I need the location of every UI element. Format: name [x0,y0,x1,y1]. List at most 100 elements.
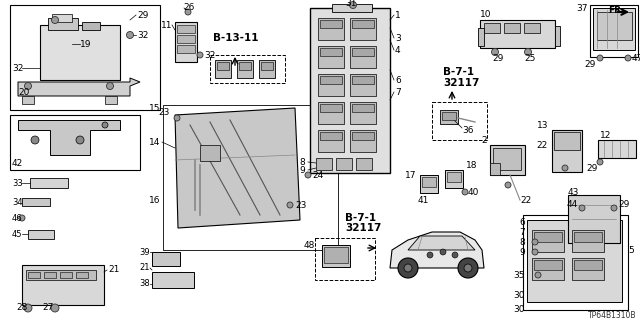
Text: 11: 11 [161,20,172,29]
Text: 42: 42 [12,158,23,167]
Bar [534,232,562,242]
Circle shape [452,252,458,258]
Bar [493,148,521,170]
Bar [320,76,342,84]
Bar [490,163,500,175]
Bar [552,130,582,172]
Bar [350,18,376,40]
Text: 32117: 32117 [443,78,479,88]
Bar [210,55,285,83]
Bar [574,260,602,270]
Bar [163,105,338,250]
Bar [572,258,604,280]
Bar [350,74,376,96]
Bar [177,45,195,53]
Text: 38: 38 [140,279,150,289]
Bar [555,26,560,46]
Bar [350,102,376,124]
Text: 37: 37 [577,4,588,12]
Text: 8: 8 [519,237,525,246]
Text: 4: 4 [395,45,401,54]
Bar [324,247,348,263]
Circle shape [174,115,180,121]
Bar [44,272,56,278]
Text: 46: 46 [12,213,22,222]
Circle shape [19,215,25,221]
Bar [28,230,54,239]
Bar [10,115,140,170]
Bar [316,158,332,170]
Text: 10: 10 [480,10,492,19]
Text: 33: 33 [12,179,23,188]
Text: 7: 7 [519,228,525,236]
Text: 32: 32 [137,30,148,39]
Bar [259,60,275,78]
Bar [352,104,374,112]
Circle shape [427,252,433,258]
Bar [22,96,34,104]
Text: 24: 24 [312,171,323,180]
Bar [48,18,78,30]
Bar [217,62,229,70]
Bar [478,28,484,46]
Circle shape [532,239,538,245]
Circle shape [532,249,538,255]
Bar [152,252,180,266]
Text: 48: 48 [303,241,315,250]
Bar [60,272,72,278]
Bar [484,23,500,33]
Bar [10,5,160,110]
Text: 30: 30 [513,306,525,315]
Text: 28: 28 [16,303,28,313]
Bar [26,270,96,280]
Circle shape [349,2,356,9]
Text: 39: 39 [140,247,150,257]
Bar [320,104,342,112]
Text: B-7-1: B-7-1 [345,213,376,223]
Circle shape [127,31,134,38]
Bar [215,60,231,78]
Bar [261,62,273,70]
Circle shape [197,52,203,58]
Text: 17: 17 [404,171,416,180]
Text: 8: 8 [300,157,305,166]
Bar [352,76,374,84]
Bar [318,130,344,152]
Text: 18: 18 [466,161,477,170]
Text: 30: 30 [513,291,525,300]
Bar [523,215,628,310]
Bar [239,62,251,70]
Text: 23: 23 [295,201,307,210]
Polygon shape [175,108,300,228]
Circle shape [51,17,58,23]
Bar [352,20,374,28]
Text: 36: 36 [462,125,474,134]
Bar [322,245,350,267]
Text: 12: 12 [600,131,611,140]
Text: 27: 27 [42,303,53,313]
Bar [350,46,376,68]
Circle shape [51,304,59,312]
Bar [590,5,638,57]
Bar [320,48,342,56]
Text: 22: 22 [537,140,548,149]
Bar [22,265,104,305]
Circle shape [24,83,31,90]
Bar [524,23,540,33]
Circle shape [440,249,446,255]
Text: 16: 16 [148,196,160,204]
Text: B-7-1: B-7-1 [443,67,474,77]
Bar [572,230,604,252]
Circle shape [76,136,84,144]
Text: 29: 29 [587,164,598,172]
Text: 29: 29 [137,11,148,20]
Bar [40,25,120,80]
Text: 5: 5 [628,245,634,254]
Circle shape [458,258,478,278]
Text: 14: 14 [148,138,160,147]
Text: 9: 9 [300,165,305,174]
Text: 29: 29 [584,60,596,68]
Circle shape [398,258,418,278]
Bar [310,8,390,173]
Circle shape [305,172,311,178]
